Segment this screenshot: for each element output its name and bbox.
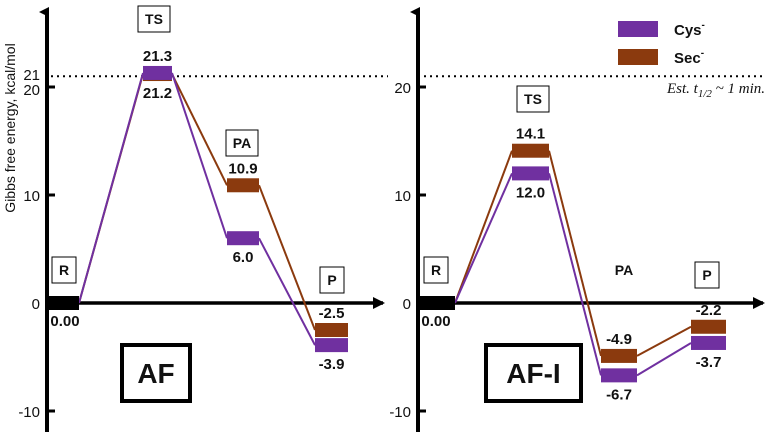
y-tick-label: 20 [394, 80, 411, 97]
y-tick-label: 20 [23, 82, 40, 99]
y-tick-label: 10 [394, 188, 411, 205]
state-label-ts: TS [145, 11, 163, 27]
cys-level-bar [143, 65, 172, 80]
reactant-level-bar [45, 296, 79, 310]
state-label-r: R [431, 262, 441, 278]
cys-connector [171, 72, 228, 239]
data-label: -2.5 [319, 305, 345, 322]
state-label-r: R [59, 262, 69, 278]
panel-label-box [120, 343, 192, 403]
state-box [423, 256, 449, 284]
y-tick-label: 0 [32, 296, 40, 313]
sec-level-bar [227, 178, 259, 193]
legend-label: Cys- [674, 20, 705, 39]
state-label-p: P [327, 272, 336, 288]
state-box [225, 129, 259, 157]
legend-label: Sec- [674, 48, 704, 67]
panel-label: AF-I [506, 358, 560, 389]
cys-connector [454, 172, 513, 304]
state-label-ts: TS [524, 91, 542, 107]
state-box [516, 85, 550, 113]
sec-connector [636, 325, 692, 357]
y-tick-label: 10 [23, 188, 40, 205]
cys-level-bar [691, 335, 726, 350]
reactant-level-bar [416, 296, 455, 310]
half-life-annotation: Est. t1/2 ~ 1 min. [666, 81, 765, 100]
state-label-p: P [702, 267, 711, 283]
sec-level-bar [315, 323, 348, 337]
data-label: 10.9 [228, 160, 257, 177]
cys-connector [636, 342, 692, 377]
data-label: -3.7 [696, 354, 722, 371]
cys-connector [78, 72, 144, 304]
sec-connector [548, 150, 602, 357]
legend-swatch [618, 21, 658, 37]
sec-connector [454, 150, 513, 304]
y-tick-label: 0 [403, 296, 411, 313]
state-box [319, 266, 345, 294]
data-label: -2.2 [696, 302, 722, 319]
data-label: -6.7 [606, 386, 632, 403]
data-label: 21.2 [143, 85, 172, 102]
legend-swatch [618, 49, 658, 65]
cys-connector [548, 173, 602, 376]
state-label-pa: PA [615, 262, 633, 278]
legend: Cys- Sec- [618, 20, 705, 67]
cys-level-bar [315, 338, 348, 353]
y-axis-title: Gibbs free energy, kcal/mol [2, 43, 18, 212]
sec-level-bar [512, 143, 549, 158]
cys-level-bar [227, 231, 259, 246]
y-tick-label: -10 [389, 404, 411, 421]
state-box [137, 5, 171, 33]
y-tick-label: 21 [23, 67, 40, 84]
data-label: 14.1 [516, 126, 545, 143]
state-label-pa: PA [233, 135, 251, 151]
state-box [51, 256, 77, 284]
panel-label: AF [137, 358, 174, 389]
data-label: 0.00 [421, 313, 450, 330]
data-label: 21.3 [143, 48, 172, 65]
data-label: 0.00 [50, 313, 79, 330]
cys-connector [258, 237, 316, 346]
panel-label-box [484, 343, 583, 403]
data-label: 12.0 [516, 184, 545, 201]
data-label: -3.9 [319, 356, 345, 373]
panel-2: 20 10 0 -10 R TS PA P 0.00 14.1 12.0 -4.9 -6.7 -2.2 -3… [389, 7, 765, 432]
sec-connector [171, 73, 228, 186]
data-label: 6.0 [233, 249, 254, 266]
cys-level-bar [512, 166, 549, 181]
sec-level-bar [691, 319, 726, 334]
sec-level-bar [601, 348, 637, 363]
cys-level-bar [601, 368, 637, 383]
state-box [694, 261, 720, 289]
data-label: -4.9 [606, 331, 632, 348]
sec-connector [258, 184, 316, 331]
y-tick-label: -10 [18, 404, 40, 421]
